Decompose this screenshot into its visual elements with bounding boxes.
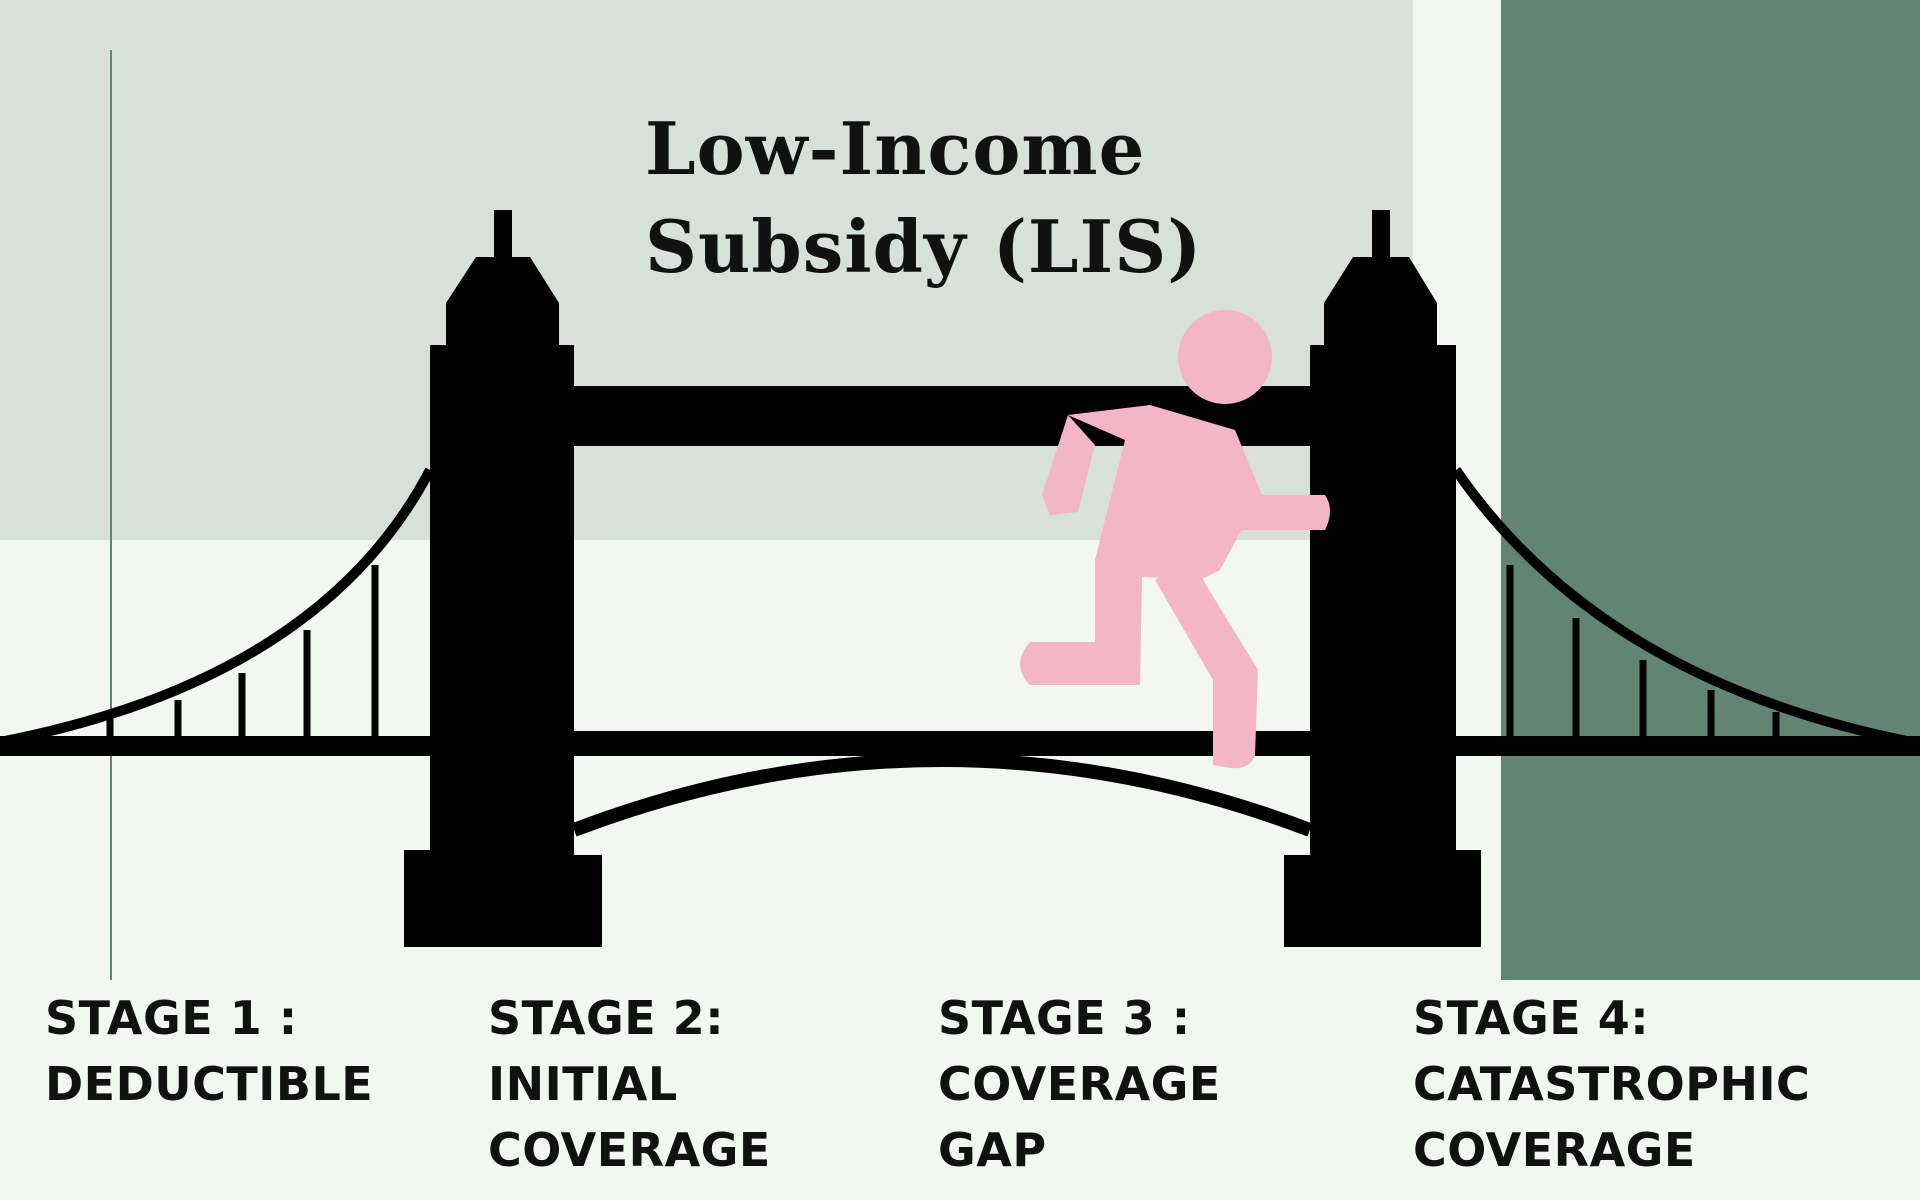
stage-name-line-2: COVERAGE: [1413, 1123, 1696, 1177]
stage-name-line-1: CATASTROPHIC: [1413, 1057, 1811, 1111]
stage-name-line-1: COVERAGE: [938, 1057, 1221, 1111]
stage-heading: STAGE 4:: [1413, 991, 1650, 1045]
right-hangers: [1506, 565, 1780, 738]
left-roadway: [0, 736, 430, 756]
title-line-2: Subsidy (LIS): [645, 204, 1203, 289]
right-tower-spire: [1372, 210, 1390, 258]
diagram-title: Low-Income Subsidy (LIS): [645, 100, 1245, 296]
vertical-divider-line: [110, 50, 112, 980]
person-head: [1178, 310, 1272, 404]
stage-heading: STAGE 2:: [488, 991, 725, 1045]
person-front-leg: [1155, 575, 1258, 769]
stage-heading: STAGE 1 :: [45, 991, 298, 1045]
person-back-arm: [1042, 415, 1095, 515]
left-cable: [0, 467, 435, 747]
stage-2-label: STAGE 2: INITIAL COVERAGE: [488, 985, 771, 1183]
stage-heading: STAGE 3 :: [938, 991, 1191, 1045]
stage-name-line-1: DEDUCTIBLE: [45, 1057, 374, 1111]
stage-name-line-2: COVERAGE: [488, 1123, 771, 1177]
left-hangers: [106, 565, 379, 738]
left-tower: [404, 257, 602, 947]
person-torso: [1068, 405, 1255, 580]
stage-1-label: STAGE 1 : DEDUCTIBLE: [45, 985, 373, 1117]
stage-name-line-1: INITIAL: [488, 1057, 678, 1111]
right-roadway: [1456, 736, 1920, 756]
person-front-arm: [1235, 430, 1330, 530]
stage-4-label: STAGE 4: CATASTROPHIC COVERAGE: [1413, 985, 1810, 1183]
bascule-deck: [574, 731, 1310, 756]
title-line-1: Low-Income: [645, 106, 1146, 191]
bridge-arch: [571, 753, 1313, 837]
stage-3-label: STAGE 3 : COVERAGE GAP: [938, 985, 1221, 1183]
right-tower: [1284, 257, 1481, 947]
right-background-panel: [1501, 0, 1920, 980]
stage-name-line-2: GAP: [938, 1123, 1047, 1177]
right-cable: [1451, 467, 1913, 747]
left-tower-spire: [494, 210, 512, 258]
person-back-leg: [1020, 560, 1142, 685]
